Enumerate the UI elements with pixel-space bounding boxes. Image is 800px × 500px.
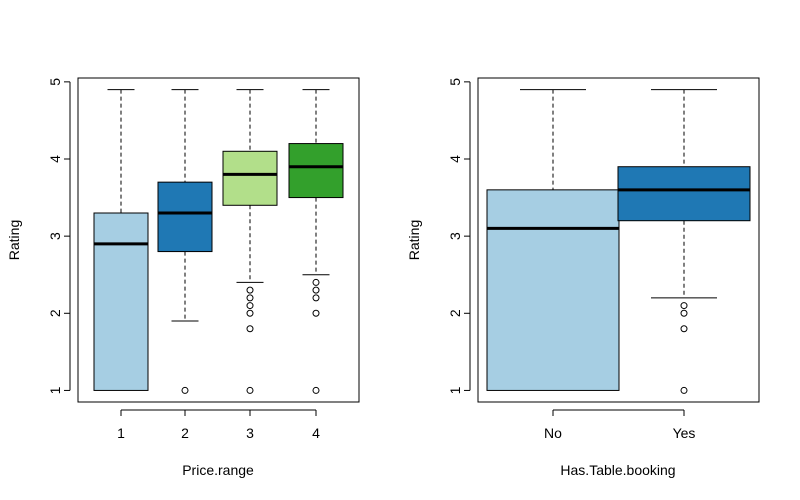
y-tick-label: 5: [447, 78, 463, 86]
y-axis: 1 2 3 4 5: [447, 78, 471, 394]
x-tick-label: 4: [312, 425, 320, 441]
x-axis: No Yes: [544, 409, 696, 441]
box-1: [93, 89, 149, 391]
table-booking-boxplot: 1 2 3 4 5 No Yes Has.Table.booking Rating: [406, 77, 760, 478]
outlier-point: [680, 302, 688, 310]
outlier-point: [312, 278, 320, 286]
outlier-point: [680, 386, 688, 394]
box-3: [222, 89, 278, 394]
outlier-point: [246, 302, 254, 310]
box-body: [157, 181, 213, 253]
outlier-point: [312, 286, 320, 294]
outlier-point: [246, 309, 254, 317]
y-tick-label: 4: [47, 155, 63, 163]
y-tick-label: 3: [447, 232, 463, 240]
boxes: [93, 89, 344, 394]
outlier-point: [312, 386, 320, 394]
x-tick-label: 1: [117, 425, 125, 441]
outlier-point: [680, 309, 688, 317]
x-axis-title: Has.Table.booking: [560, 462, 675, 478]
y-axis: 1 2 3 4 5: [47, 78, 71, 394]
outlier-point: [246, 294, 254, 302]
y-axis-title: Rating: [6, 220, 22, 260]
y-axis-title: Rating: [406, 220, 422, 260]
y-tick-label: 1: [47, 386, 63, 394]
outlier-point: [246, 325, 254, 333]
outlier-point: [181, 386, 189, 394]
y-tick-label: 1: [447, 386, 463, 394]
box-body: [288, 143, 344, 199]
box-body: [617, 166, 751, 222]
box-No: [486, 89, 620, 391]
box-body: [93, 212, 149, 391]
plot-frame: [477, 77, 760, 403]
y-tick-label: 2: [47, 309, 63, 317]
x-axis-title: Price.range: [182, 462, 254, 478]
outlier-point: [246, 386, 254, 394]
box-2: [157, 89, 213, 394]
y-tick-label: 2: [447, 309, 463, 317]
outlier-point: [246, 286, 254, 294]
box-body: [486, 189, 620, 391]
y-tick-label: 5: [47, 78, 63, 86]
outlier-point: [312, 294, 320, 302]
boxes: [486, 89, 751, 394]
plot-frame: [77, 77, 360, 403]
x-tick-label: 2: [181, 425, 189, 441]
outlier-point: [680, 325, 688, 333]
x-tick-label: No: [544, 425, 562, 441]
box-Yes: [617, 89, 751, 394]
box-body: [222, 150, 278, 206]
price-range-boxplot: 1 2 3 4 5 1 2 3 4 Price.range Rating: [6, 77, 360, 478]
outlier-point: [312, 309, 320, 317]
y-tick-label: 4: [447, 155, 463, 163]
y-tick-label: 3: [47, 232, 63, 240]
x-axis: 1 2 3 4: [117, 409, 320, 441]
x-tick-label: 3: [246, 425, 254, 441]
box-4: [288, 89, 344, 394]
x-tick-label: Yes: [673, 425, 696, 441]
